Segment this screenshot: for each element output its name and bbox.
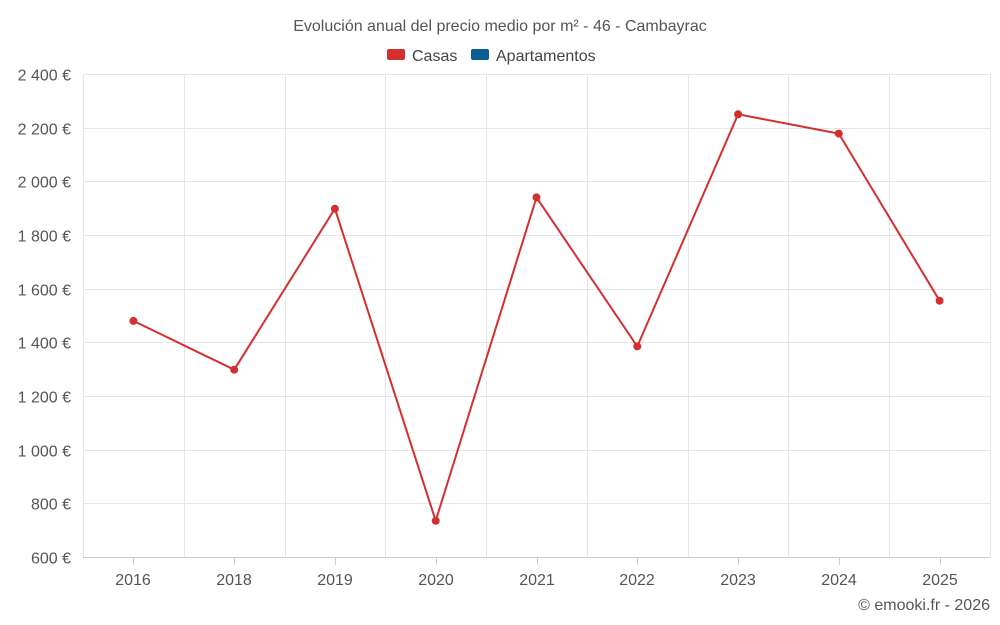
x-tick-label: 2018 bbox=[216, 572, 252, 589]
y-axis-labels: 2 400 € 2 200 € 2 000 € 1 800 € 1 600 € 1 400… bbox=[18, 68, 71, 568]
x-tick-label: 2024 bbox=[821, 572, 857, 589]
y-tick-label: 2 400 € bbox=[18, 68, 71, 85]
data-point-casas-2021[interactable] bbox=[532, 193, 541, 202]
y-tick-label: 1 800 € bbox=[18, 229, 71, 246]
legend-swatch-casas bbox=[387, 49, 405, 60]
legend-item-apartamentos[interactable]: Apartamentos bbox=[471, 48, 596, 65]
x-tick-label: 2016 bbox=[115, 572, 151, 589]
y-gridlines bbox=[83, 74, 990, 504]
data-point-casas-2022[interactable] bbox=[633, 342, 642, 351]
data-point-casas-2023[interactable] bbox=[734, 110, 743, 119]
data-point-casas-2019[interactable] bbox=[330, 204, 339, 213]
x-tick-label: 2023 bbox=[720, 572, 756, 589]
x-tick-label: 2019 bbox=[317, 572, 353, 589]
x-tick-label: 2022 bbox=[619, 572, 655, 589]
y-tick-label: 1 400 € bbox=[18, 336, 71, 353]
y-tick-label: 600 € bbox=[31, 551, 71, 568]
x-tick-label: 2020 bbox=[418, 572, 454, 589]
x-gridlines bbox=[83, 74, 991, 565]
data-point-casas-2020[interactable] bbox=[431, 516, 440, 525]
legend: Casas Apartamentos bbox=[387, 48, 596, 65]
x-tick-label: 2021 bbox=[519, 572, 555, 589]
series-casas bbox=[129, 110, 944, 525]
y-tick-label: 1 200 € bbox=[18, 390, 71, 407]
data-point-casas-2016[interactable] bbox=[129, 316, 138, 325]
y-tick-label: 1 600 € bbox=[18, 283, 71, 300]
x-axis-labels: 2016 2018 2019 2020 2021 2022 2023 2024 2025 bbox=[115, 572, 958, 589]
y-tick-label: 2 000 € bbox=[18, 175, 71, 192]
credits[interactable]: © emooki.fr - 2026 bbox=[858, 597, 990, 614]
x-tick-label: 2025 bbox=[922, 572, 958, 589]
y-tick-label: 800 € bbox=[31, 497, 71, 514]
data-point-casas-2025[interactable] bbox=[935, 296, 944, 305]
legend-item-casas[interactable]: Casas bbox=[387, 48, 457, 65]
y-tick-label: 1 000 € bbox=[18, 444, 71, 461]
data-point-casas-2018[interactable] bbox=[230, 365, 239, 374]
y-tick-label: 2 200 € bbox=[18, 122, 71, 139]
legend-label-casas: Casas bbox=[412, 48, 457, 65]
legend-swatch-apartamentos bbox=[471, 49, 489, 60]
legend-label-apartamentos: Apartamentos bbox=[496, 48, 596, 65]
series-line-casas bbox=[132, 113, 941, 522]
chart-title: Evolución anual del precio medio por m² … bbox=[293, 18, 707, 35]
data-point-casas-2024[interactable] bbox=[834, 129, 843, 138]
